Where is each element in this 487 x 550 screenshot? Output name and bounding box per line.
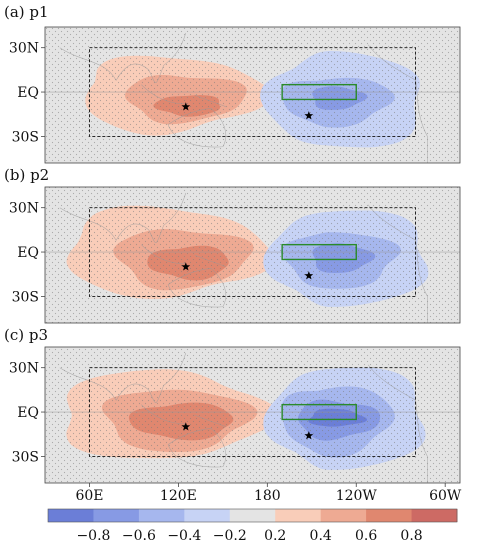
significance-stippling bbox=[45, 347, 460, 483]
coastline bbox=[367, 204, 428, 323]
y-tick-label: EQ bbox=[17, 245, 39, 261]
colorbar-tick-label: −0.4 bbox=[167, 528, 201, 544]
colorbar-tick-label: 0.4 bbox=[310, 528, 332, 544]
coastline bbox=[194, 254, 226, 268]
y-tick-label: 30N bbox=[9, 41, 39, 57]
panel-label: (c) p3 bbox=[4, 326, 48, 344]
colorbar-tick-label: 0.6 bbox=[355, 528, 377, 544]
panel-label: (a) p1 bbox=[4, 3, 49, 21]
x-tick-label: 180 bbox=[254, 488, 281, 504]
warm-center-star bbox=[181, 102, 191, 111]
x-tick-label: 60W bbox=[429, 488, 462, 504]
y-tick-label: 30S bbox=[12, 129, 39, 145]
coastline bbox=[167, 427, 227, 468]
colorbar-tick-label: −0.6 bbox=[122, 528, 156, 544]
coastline bbox=[167, 107, 227, 148]
colorbar-swatch bbox=[184, 509, 231, 522]
nino-index-box bbox=[281, 83, 357, 101]
colorbar-tick-label: 0.8 bbox=[400, 528, 422, 544]
x-tick-label: 60E bbox=[75, 488, 103, 504]
cold-center-star bbox=[304, 271, 314, 280]
significance-stippling bbox=[45, 187, 460, 323]
analysis-region-box bbox=[89, 367, 416, 457]
coastline bbox=[367, 44, 428, 163]
coastline bbox=[194, 94, 226, 108]
colorbar-swatch bbox=[320, 509, 367, 522]
coastline bbox=[59, 32, 187, 83]
coastline bbox=[59, 352, 187, 403]
cold-center-star bbox=[304, 111, 314, 120]
cold-center-star bbox=[304, 431, 314, 440]
y-tick-label: 30S bbox=[12, 289, 39, 305]
nino-index-box bbox=[281, 243, 357, 261]
coastline bbox=[141, 84, 186, 105]
colorbar-swatch bbox=[366, 509, 413, 522]
colorbar-swatch bbox=[229, 509, 276, 522]
analysis-region-box bbox=[89, 47, 416, 137]
colorbar-swatch bbox=[138, 509, 185, 522]
panel-label: (b) p2 bbox=[4, 166, 49, 184]
colorbar-tick-label: −0.2 bbox=[213, 528, 247, 544]
map-panel: (b) p2 30N EQ 30S bbox=[4, 166, 461, 324]
x-tick-label: 120E bbox=[160, 488, 197, 504]
y-tick-label: 30N bbox=[9, 361, 39, 377]
analysis-region-box bbox=[89, 207, 416, 297]
y-tick-label: EQ bbox=[17, 405, 39, 421]
coastline bbox=[194, 414, 226, 428]
colorbar-tick-label: 0.2 bbox=[264, 528, 286, 544]
colorbar-swatch bbox=[411, 509, 458, 522]
coastline bbox=[141, 244, 186, 265]
coastline bbox=[167, 267, 227, 308]
colorbar-swatch bbox=[48, 509, 94, 522]
colorbar-swatch bbox=[275, 509, 322, 522]
colorbar-frame bbox=[47, 508, 458, 523]
warm-center-star bbox=[181, 262, 191, 271]
nino-index-box bbox=[281, 403, 357, 421]
significance-stippling bbox=[45, 27, 460, 163]
map-frame bbox=[44, 26, 461, 164]
y-tick-label: EQ bbox=[17, 85, 39, 101]
map-panel: (a) p1 30N EQ 30S bbox=[4, 3, 461, 164]
coastline bbox=[367, 364, 428, 483]
colorbar-tick-label: −0.8 bbox=[76, 528, 110, 544]
map-frame bbox=[44, 186, 461, 324]
map-frame bbox=[44, 346, 461, 484]
coastline bbox=[59, 192, 187, 243]
warm-center-star bbox=[181, 422, 191, 431]
map-panel: (c) p3 30N EQ 30S bbox=[4, 326, 461, 484]
x-tick-label: 120W bbox=[336, 488, 378, 504]
y-tick-label: 30S bbox=[12, 449, 39, 465]
coastline bbox=[141, 404, 186, 425]
colorbar-swatch bbox=[93, 509, 140, 522]
y-tick-label: 30N bbox=[9, 201, 39, 217]
